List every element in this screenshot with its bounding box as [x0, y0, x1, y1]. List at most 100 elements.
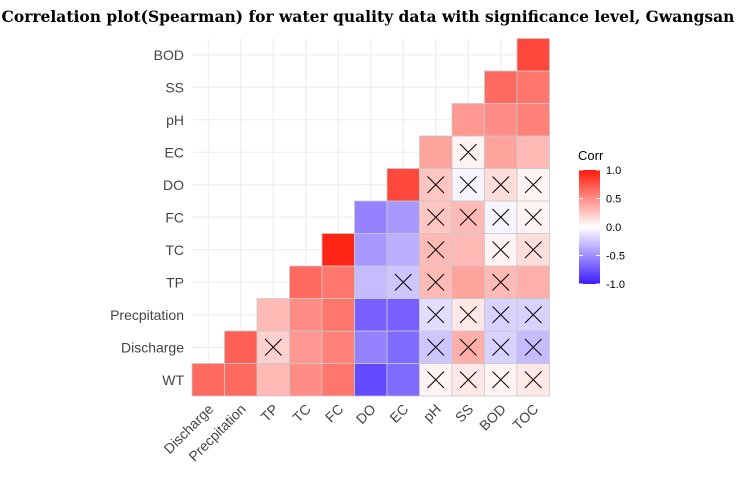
heatmap-cell — [516, 135, 550, 169]
heatmap-cell — [256, 363, 290, 397]
x-tick-label: BOD — [476, 401, 509, 434]
insignificant-mark — [427, 371, 445, 389]
heatmap-cell — [354, 330, 388, 364]
legend-title: Corr — [578, 148, 604, 163]
heatmap-cell — [451, 265, 485, 299]
insignificant-mark — [427, 306, 445, 324]
heatmap-cell — [289, 298, 323, 332]
heatmap-cell — [354, 200, 388, 234]
x-tick-label: DO — [353, 401, 379, 427]
insignificant-mark — [492, 208, 510, 226]
heatmap-cell — [289, 330, 323, 364]
heatmap-cell — [354, 298, 388, 332]
heatmap-cell — [321, 265, 355, 299]
heatmap-cell — [321, 363, 355, 397]
insignificant-mark — [492, 338, 510, 356]
y-tick-label: TP — [166, 274, 184, 290]
insignificant-mark — [459, 143, 477, 161]
x-tick-label: TOC — [509, 401, 541, 433]
y-tick-labels: WT Discharge Precpitation TP TC FC DO EC pH SS BOD — [110, 47, 184, 388]
insignificant-mark — [524, 241, 542, 259]
heatmap-cell — [484, 103, 518, 137]
insignificant-mark — [524, 371, 542, 389]
heatmap-cell — [386, 200, 420, 234]
y-tick-label: EC — [165, 144, 184, 160]
heatmap-cell — [321, 298, 355, 332]
insignificant-mark — [492, 273, 510, 291]
heatmap-cell — [386, 298, 420, 332]
y-tick-label: FC — [165, 209, 184, 225]
legend-ticks: 1.0 0.5 0.0 -0.5 -1.0 — [579, 165, 625, 291]
heatmap-cell — [354, 363, 388, 397]
heatmap-cell — [256, 298, 290, 332]
insignificant-mark — [459, 208, 477, 226]
insignificant-mark — [459, 176, 477, 194]
legend-tick-label: -1.0 — [606, 279, 625, 291]
insignificant-mark — [427, 208, 445, 226]
legend: Corr 1.0 0.5 0.0 -0.5 -1.0 — [578, 148, 625, 291]
y-tick-label: TC — [165, 242, 184, 258]
heatmap-cell — [224, 330, 258, 364]
y-tick-label: DO — [163, 177, 184, 193]
legend-colorbar — [579, 170, 600, 284]
heatmap-cell — [386, 363, 420, 397]
heatmap-cell — [516, 38, 550, 72]
heatmap-cell — [516, 103, 550, 137]
heatmap-cell — [386, 233, 420, 267]
x-tick-label: FC — [322, 401, 347, 426]
heatmap-cell — [484, 70, 518, 104]
insignificant-mark — [427, 176, 445, 194]
legend-tick-label: -0.5 — [606, 251, 625, 263]
heatmap-cell — [321, 233, 355, 267]
insignificant-mark — [492, 176, 510, 194]
heatmap-cell — [289, 265, 323, 299]
legend-tick-label: 1.0 — [606, 165, 621, 177]
heatmap-cell — [419, 135, 453, 169]
insignificant-mark — [427, 338, 445, 356]
heatmap-cell — [321, 330, 355, 364]
heatmap-cell — [451, 103, 485, 137]
y-tick-label: pH — [166, 112, 184, 128]
insignificant-mark — [459, 338, 477, 356]
x-tick-label: TP — [257, 401, 281, 425]
x-tick-label: TC — [289, 401, 314, 426]
insignificant-mark — [524, 338, 542, 356]
insignificant-mark — [524, 306, 542, 324]
heatmap-cell — [386, 168, 420, 202]
heatmap-cell — [516, 265, 550, 299]
x-tick-label: pH — [420, 401, 444, 425]
y-tick-label: SS — [165, 79, 184, 95]
heatmap-cell — [516, 70, 550, 104]
insignificant-mark — [492, 371, 510, 389]
insignificant-mark — [459, 306, 477, 324]
heatmap-cell — [191, 363, 225, 397]
insignificant-mark — [427, 273, 445, 291]
cells — [191, 38, 550, 397]
x-tick-label: SS — [452, 401, 477, 426]
y-tick-label: Precpitation — [110, 307, 184, 323]
insignificant-mark — [492, 241, 510, 259]
insignificant-mark — [492, 306, 510, 324]
heatmap-cell — [354, 233, 388, 267]
heatmap-cell — [289, 363, 323, 397]
heatmap-cell — [354, 265, 388, 299]
chart-title: Correlation plot(Spearman) for water qua… — [2, 7, 735, 26]
heatmap-cell — [386, 330, 420, 364]
insignificant-mark — [427, 241, 445, 259]
heatmap-cell — [224, 363, 258, 397]
y-tick-label: WT — [162, 372, 184, 388]
heatmap-cell — [484, 135, 518, 169]
insignificant-mark — [394, 273, 412, 291]
insignificant-mark — [264, 338, 282, 356]
legend-tick-label: 0.5 — [606, 194, 621, 206]
x-tick-label: EC — [386, 401, 411, 426]
insignificant-mark — [459, 371, 477, 389]
legend-tick-label: 0.0 — [606, 222, 621, 234]
y-tick-label: BOD — [154, 47, 184, 63]
insignificant-mark — [524, 176, 542, 194]
insignificant-mark — [524, 208, 542, 226]
heatmap-cell — [451, 233, 485, 267]
y-tick-label: Discharge — [121, 339, 184, 355]
